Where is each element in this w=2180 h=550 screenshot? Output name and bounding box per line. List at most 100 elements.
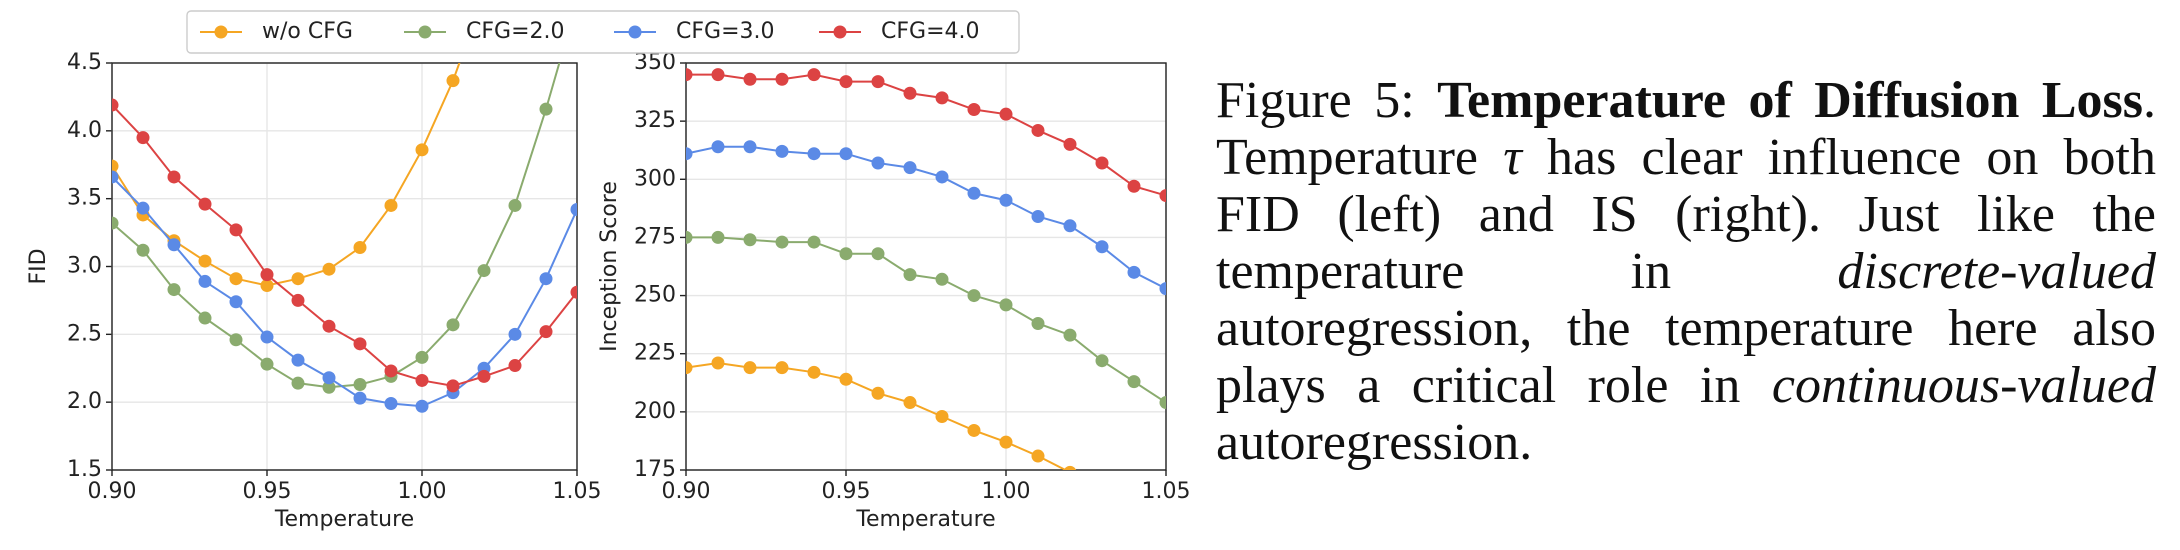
data-point (229, 272, 243, 286)
data-point (384, 198, 398, 212)
plot-frame (685, 62, 1167, 471)
data-point (686, 68, 693, 82)
y-tick-label: 4.0 (67, 118, 102, 143)
y-tick-label: 300 (634, 166, 676, 191)
data-point (291, 272, 305, 286)
data-point (198, 254, 212, 268)
data-point (1159, 189, 1166, 203)
data-point (415, 143, 429, 157)
data-point (570, 203, 577, 217)
data-point (112, 216, 119, 230)
data-point (839, 75, 853, 89)
data-point (539, 325, 553, 339)
series-line (112, 63, 561, 389)
legend-label: CFG=3.0 (676, 19, 774, 44)
data-point (167, 238, 181, 252)
data-point (935, 170, 949, 184)
data-point (260, 268, 274, 282)
data-point (1096, 484, 1109, 497)
data-point (353, 378, 367, 392)
caption-normal: Figure 5: (1216, 72, 1438, 129)
data-point (477, 369, 491, 383)
data-point (967, 186, 981, 200)
data-point (935, 91, 949, 105)
data-point (903, 396, 917, 410)
data-point (807, 365, 821, 379)
data-point (871, 156, 885, 170)
x-tick-label: 1.00 (398, 479, 447, 504)
data-point (415, 373, 429, 387)
data-point (167, 283, 181, 297)
data-point (1159, 396, 1166, 410)
data-point (775, 144, 789, 158)
data-point (807, 68, 821, 82)
y-tick-label: 200 (634, 399, 676, 424)
series-line (686, 73, 1166, 197)
legend-label: w/o CFG (262, 19, 353, 44)
data-point (871, 247, 885, 261)
data-point (935, 410, 949, 424)
y-tick-label: 3.0 (67, 254, 102, 279)
data-point (353, 337, 367, 351)
data-point (711, 140, 725, 154)
charts: 1.5 2.0 2.5 3.0 3.5 4.0 4.5 0.90 0.95 1.00 1.05 Tem… (26, 0, 1191, 532)
data-point (1031, 209, 1045, 223)
data-point (967, 103, 981, 117)
plot-area (112, 0, 584, 413)
legend-marker (418, 25, 432, 39)
data-point (570, 285, 577, 299)
data-point (112, 170, 119, 184)
data-point (260, 278, 274, 292)
y-tick-label: 275 (634, 224, 676, 249)
data-point (1063, 219, 1077, 233)
data-point (1127, 265, 1141, 279)
data-point (807, 235, 821, 249)
data-point (935, 272, 949, 286)
data-point (508, 327, 522, 341)
data-point (1063, 465, 1077, 470)
data-point (384, 397, 398, 411)
data-point (903, 268, 917, 282)
series-line (112, 104, 577, 387)
caption-normal: has clear influence on both FID (left) a… (1216, 129, 2157, 300)
data-point (1063, 328, 1077, 342)
data-point (743, 233, 757, 247)
data-point (508, 359, 522, 373)
data-point (198, 311, 212, 325)
data-point (839, 247, 853, 261)
data-point (167, 170, 181, 184)
x-axis-label: Temperature (855, 507, 995, 532)
caption-normal: autoregression. (1216, 414, 1533, 471)
x-tick-label: 0.90 (88, 479, 137, 504)
caption-normal: . Temperature (1216, 72, 2156, 186)
data-point (136, 131, 150, 145)
data-point (539, 102, 553, 116)
legend-marker (833, 25, 847, 39)
data-point (1031, 316, 1045, 330)
data-point (686, 361, 693, 375)
data-point (477, 264, 491, 278)
plot-frame (111, 62, 578, 471)
data-point (384, 364, 398, 378)
data-point (571, 0, 584, 8)
data-point (743, 140, 757, 154)
data-point (291, 293, 305, 307)
data-point (871, 386, 885, 400)
data-point (903, 86, 917, 100)
data-point (1095, 354, 1109, 368)
y-tick-label: 250 (634, 283, 676, 308)
data-point (743, 361, 757, 375)
legend-label: CFG=4.0 (881, 19, 979, 44)
data-point (112, 159, 119, 173)
data-point (711, 230, 725, 244)
y-axis-label: FID (26, 248, 51, 284)
data-point (999, 298, 1013, 312)
x-tick-label: 1.05 (1142, 479, 1191, 504)
y-tick-label: 175 (634, 457, 676, 482)
data-point (415, 399, 429, 413)
data-point (807, 147, 821, 161)
legend-box (186, 10, 1020, 54)
x-tick-label: 0.95 (822, 479, 871, 504)
data-point (291, 376, 305, 390)
data-point (353, 391, 367, 405)
